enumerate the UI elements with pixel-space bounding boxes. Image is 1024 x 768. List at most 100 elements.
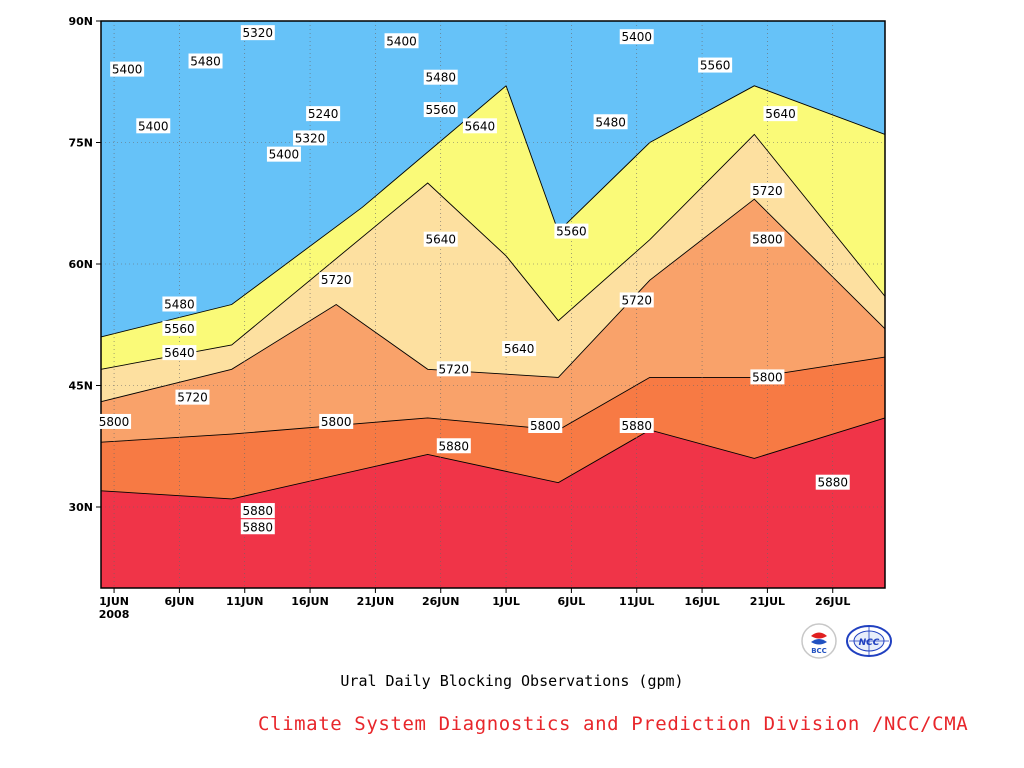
x-tick-label: 16JUL: [684, 595, 719, 608]
contour-label-box: [266, 146, 301, 162]
contour-label-text: 5720: [321, 273, 352, 287]
contour-label: 5560: [554, 223, 589, 239]
contour-label: 5640: [423, 231, 458, 247]
contour-label: 5400: [266, 146, 301, 162]
contour-label-box: [815, 474, 850, 490]
contour-label: 5400: [136, 118, 171, 134]
contour-label-box: [436, 361, 471, 377]
x-tick-label: 11JUN: [226, 595, 264, 608]
contour-label-box: [423, 69, 458, 85]
contour-fills: [101, 21, 885, 589]
contour-label-box: [136, 118, 171, 134]
ncc-logo-text: NCC: [859, 638, 880, 648]
contour-label: 5800: [750, 369, 785, 385]
contour-label-box: [528, 418, 563, 433]
contour-label-text: 5880: [243, 520, 274, 534]
contour-label: 5320: [293, 130, 328, 146]
contour-label: 5800: [750, 231, 785, 247]
contour-label: 5640: [162, 345, 197, 361]
contour-label-text: 5880: [621, 419, 652, 433]
x-tick-label: 1JUL: [492, 595, 520, 608]
contour-label-text: 5480: [425, 71, 456, 85]
contour-label: 5560: [698, 57, 733, 73]
contour-label-box: [293, 130, 328, 146]
contour-label: 5880: [815, 474, 850, 490]
contour-label: 5880: [436, 438, 471, 454]
contour-label-text: 5800: [321, 415, 352, 429]
contour-label-text: 5240: [308, 107, 339, 121]
contour-label: 5480: [188, 53, 223, 69]
y-axis: 30N 45N 60N 75N 90N: [68, 15, 101, 514]
contour-label-text: 5640: [504, 342, 535, 356]
contour-label: 5720: [436, 361, 471, 377]
contour-label-text: 5720: [752, 184, 783, 198]
bcc-logo: BCC: [800, 622, 838, 660]
contour-line-5640: [100, 133, 886, 370]
contour-label-box: [175, 389, 210, 405]
contour-label-text: 5560: [556, 225, 587, 239]
contour-label: 5640: [462, 118, 497, 134]
contour-label-box: [423, 102, 458, 118]
contour-label: 5720: [175, 389, 210, 405]
contour-label-box: [240, 519, 275, 535]
contour-label-box: [240, 503, 275, 519]
contour-label-text: 5880: [243, 504, 274, 518]
contour-label-box: [423, 231, 458, 247]
contour-label-text: 5400: [621, 30, 652, 44]
contour-label-box: [306, 106, 341, 122]
contour-label: 5480: [162, 296, 197, 312]
contour-labels: 5400 5480 5320 5400 5400 5240 5320 5400 5480 5560…: [97, 25, 850, 535]
contour-label-text: 5400: [386, 34, 417, 48]
contour-label-text: 5720: [177, 391, 208, 405]
contour-label: 5640: [763, 106, 798, 122]
contour-label-box: [110, 61, 145, 77]
plot-border: [100, 20, 886, 589]
contour-label-text: 5480: [190, 55, 221, 69]
x-tick-label: 21JUL: [750, 595, 785, 608]
contour-label-box: [162, 345, 197, 361]
x-tick-label: 6JUN: [164, 595, 194, 608]
contour-label: 5320: [240, 25, 275, 41]
contour-label-box: [188, 53, 223, 69]
contour-line-5720: [100, 198, 886, 403]
contour-label-text: 5720: [439, 362, 470, 376]
contour-label-box: [462, 118, 497, 134]
contour-label: 5400: [619, 29, 654, 45]
contour-label-text: 5800: [752, 233, 783, 247]
contour-label: 5720: [619, 292, 654, 308]
contour-label-text: 5560: [425, 103, 456, 117]
contour-label-box: [319, 272, 354, 288]
x-tick-label: 1JUN: [99, 595, 129, 608]
contour-label-box: [619, 292, 654, 308]
x-axis: 1JUN 6JUN 11JUN 16JUN 21JUN 26JUN 1JUL 6JUL 11JU…: [99, 588, 850, 621]
contour-label-text: 5880: [817, 476, 848, 490]
fill-above-5880: [101, 417, 885, 588]
contour-label-text: 5720: [621, 293, 652, 307]
x-year-label: 2008: [99, 608, 130, 621]
contour-label: 5720: [750, 183, 785, 199]
contour-label: 5480: [593, 114, 628, 130]
contour-label-box: [554, 223, 589, 239]
contour-label: 5640: [502, 341, 537, 357]
contour-label-box: [750, 183, 785, 199]
contour-label-box: [619, 29, 654, 45]
contour-label-text: 5880: [439, 439, 470, 453]
y-tick-label: 60N: [68, 258, 93, 271]
contour-label: 5480: [423, 69, 458, 85]
contour-label: 5800: [528, 418, 563, 433]
x-tick-label: 26JUN: [422, 595, 460, 608]
x-tick-label: 6JUL: [558, 595, 586, 608]
contour-label-text: 5480: [164, 298, 195, 312]
contour-label-box: [750, 231, 785, 247]
contour-label: 5560: [423, 102, 458, 118]
contour-label-text: 5640: [425, 233, 456, 247]
ncc-logo: NCC: [845, 622, 892, 660]
contour-label: 5800: [319, 413, 354, 429]
contour-label-text: 5560: [164, 322, 195, 336]
contour-label-box: [162, 296, 197, 312]
contour-label-text: 5640: [465, 119, 496, 133]
contour-label: 5880: [240, 519, 275, 535]
contour-label-box: [384, 33, 419, 49]
credit-line: Climate System Diagnostics and Predictio…: [258, 713, 969, 735]
